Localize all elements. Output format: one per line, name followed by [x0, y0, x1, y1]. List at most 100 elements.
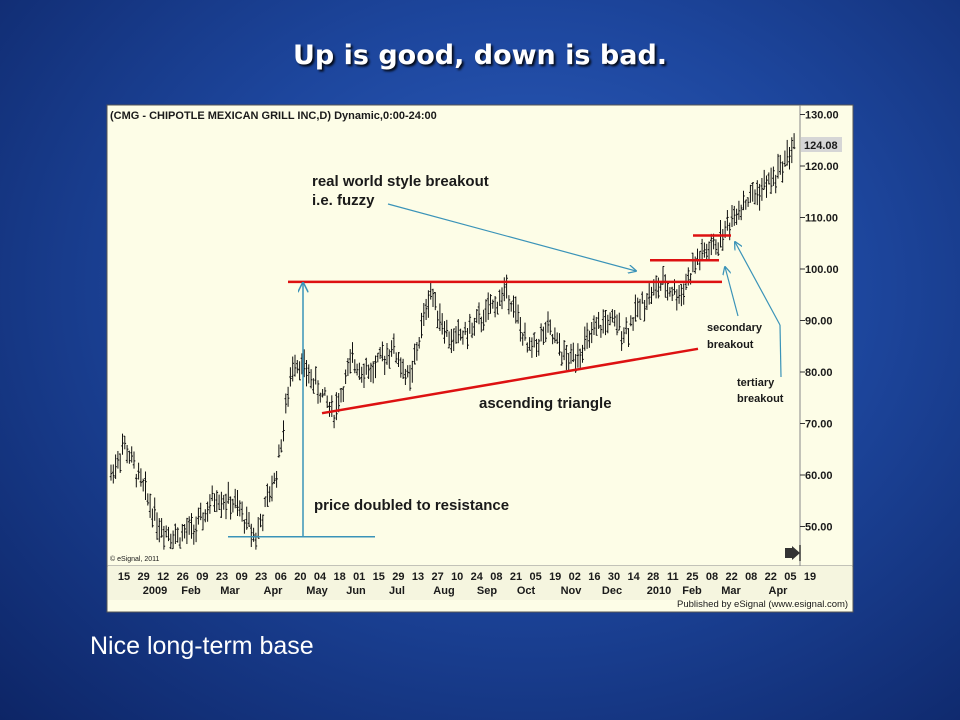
ohlc-bar — [404, 368, 407, 386]
ohlc-bar — [792, 133, 796, 150]
x-month-label: Nov — [561, 585, 583, 597]
ohlc-bar — [739, 204, 743, 221]
ohlc-bar — [721, 229, 725, 251]
x-tick-label: 10 — [451, 571, 463, 583]
ohlc-bar — [167, 526, 170, 542]
ohlc-bar — [549, 319, 552, 335]
ohlc-bar — [608, 312, 612, 326]
ohlc-bar — [597, 311, 600, 329]
x-month-label: Aug — [433, 585, 454, 597]
ohlc-bar — [332, 414, 336, 429]
x-month-label: 2009 — [143, 585, 167, 597]
ohlc-bar — [316, 380, 320, 404]
ohlc-bar — [116, 450, 120, 469]
ohlc-bar — [496, 301, 499, 315]
ohlc-bar — [735, 208, 738, 225]
ohlc-bar — [355, 363, 359, 376]
ohlc-bar — [371, 361, 375, 384]
ohlc-bar — [337, 393, 340, 413]
ohlc-bar — [664, 274, 667, 298]
ohlc-bar — [615, 314, 619, 336]
ohlc-bar — [733, 205, 736, 226]
ohlc-bar — [611, 309, 614, 323]
ohlc-bar — [171, 530, 175, 550]
ohlc-bar — [519, 317, 522, 342]
ohlc-bar — [788, 147, 791, 170]
ohlc-bar — [222, 494, 225, 510]
ohlc-bar — [229, 496, 232, 520]
ohlc-bar — [484, 299, 488, 323]
ohlc-bar — [325, 395, 329, 408]
x-tick-label: 01 — [353, 571, 365, 583]
ohlc-bar — [670, 286, 674, 302]
ohlc-bar — [128, 450, 131, 464]
ohlc-bar — [314, 366, 317, 385]
ohlc-bar — [762, 169, 766, 190]
x-tick-label: 14 — [627, 571, 640, 583]
ohlc-bar — [677, 284, 681, 304]
ohlc-bar — [277, 444, 281, 458]
ohlc-bar — [339, 387, 343, 403]
ohlc-bar — [360, 366, 363, 383]
y-tick-label: 120.00 — [805, 161, 839, 173]
ohlc-bar — [397, 351, 400, 367]
ohlc-bar — [328, 401, 331, 417]
ohlc-bar — [293, 354, 297, 377]
ohlc-bar — [213, 493, 216, 512]
last-price-label: 124.08 — [804, 140, 838, 152]
ohlc-bar — [415, 342, 419, 361]
ohlc-bar — [252, 527, 255, 542]
ohlc-bar — [178, 537, 182, 549]
ohlc-bar — [185, 517, 189, 545]
ohlc-bar — [422, 302, 426, 326]
ohlc-bar — [307, 364, 311, 384]
ohlc-bar — [162, 525, 166, 550]
ohlc-bar — [238, 500, 242, 517]
x-tick-label: 06 — [275, 571, 287, 583]
ohlc-bar — [268, 486, 271, 503]
x-month-label: Feb — [682, 585, 702, 597]
ohlc-bar — [158, 518, 161, 543]
ohlc-bar — [569, 343, 573, 364]
x-month-label: 2010 — [647, 585, 671, 597]
ohlc-bar — [542, 326, 545, 345]
ohlc-bar — [192, 524, 196, 545]
ohlc-bar — [645, 293, 649, 311]
x-month-label: Oct — [517, 585, 536, 597]
ohlc-bar — [408, 364, 412, 391]
ohlc-bar — [716, 242, 720, 256]
x-tick-label: 19 — [804, 571, 816, 583]
y-tick-label: 50.00 — [805, 522, 833, 534]
ohlc-bar — [507, 295, 511, 315]
x-tick-label: 05 — [529, 571, 541, 583]
ohlc-bar — [650, 286, 653, 304]
ohlc-bar — [705, 243, 708, 262]
ohlc-bar — [751, 182, 754, 202]
ohlc-bar — [417, 336, 421, 349]
ohlc-bar — [330, 395, 334, 417]
y-tick-label: 80.00 — [805, 367, 833, 379]
ohlc-bar — [535, 338, 538, 358]
ohlc-bar — [599, 324, 603, 338]
x-tick-label: 08 — [706, 571, 718, 583]
ohlc-bar — [201, 512, 205, 531]
ohlc-bar — [475, 309, 478, 323]
ohlc-bar — [466, 327, 469, 350]
ohlc-bar — [627, 328, 630, 348]
x-tick-label: 26 — [177, 571, 189, 583]
ohlc-bar — [351, 342, 354, 363]
scroll-right-icon[interactable] — [785, 545, 801, 561]
ohlc-bar — [240, 501, 244, 522]
ohlc-bar — [631, 317, 635, 331]
ohlc-bar — [618, 312, 621, 331]
x-month-label: Mar — [220, 585, 240, 597]
ohlc-bar — [558, 333, 561, 356]
x-month-label: Apr — [769, 585, 789, 597]
ohlc-bar — [164, 525, 168, 538]
ohlc-bar — [604, 310, 607, 336]
ohlc-bar — [700, 238, 704, 260]
ohlc-bar — [606, 314, 610, 334]
y-tick-label: 130.00 — [805, 110, 839, 122]
ohlc-bar — [544, 321, 547, 343]
ohlc-bar — [231, 498, 235, 513]
